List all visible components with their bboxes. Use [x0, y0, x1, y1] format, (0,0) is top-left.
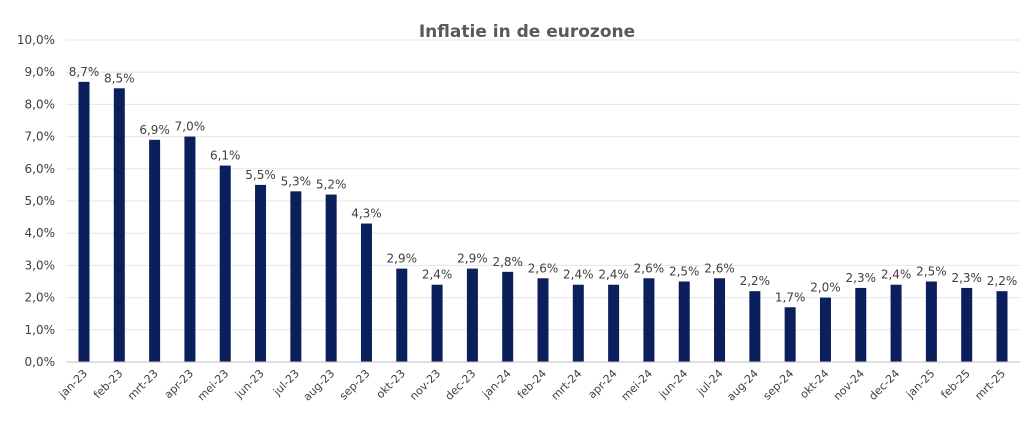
- data-label: 2,3%: [951, 271, 982, 285]
- bar: [466, 268, 478, 362]
- x-tick-label: dec-23: [443, 367, 479, 403]
- x-tick-label: jan-23: [56, 367, 90, 401]
- x-tick-label: aug-24: [724, 367, 761, 404]
- data-label: 2,6%: [704, 261, 735, 275]
- bar: [255, 184, 267, 362]
- bar: [184, 136, 196, 362]
- x-tick-label: jun-24: [656, 367, 691, 402]
- x-tick-label: aug-23: [301, 367, 338, 404]
- y-tick-label: 7,0%: [25, 130, 56, 144]
- data-label: 5,3%: [281, 174, 312, 188]
- data-label: 8,5%: [104, 71, 135, 85]
- data-label: 2,4%: [563, 268, 594, 282]
- data-label: 7,0%: [175, 120, 206, 134]
- bar: [219, 165, 231, 362]
- data-label: 2,4%: [422, 268, 453, 282]
- y-tick-label: 1,0%: [25, 323, 56, 337]
- bar: [396, 268, 408, 362]
- x-tick-label: dec-24: [866, 367, 902, 403]
- data-label: 2,9%: [387, 252, 418, 266]
- y-tick-label: 9,0%: [25, 65, 56, 79]
- x-tick-label: jul-24: [694, 367, 726, 399]
- bar: [149, 139, 161, 362]
- data-label: 2,6%: [528, 261, 559, 275]
- bar: [784, 307, 796, 362]
- bar: [996, 291, 1008, 362]
- x-tick-label: feb-25: [938, 367, 972, 401]
- bar: [290, 191, 302, 362]
- data-label: 2,0%: [810, 281, 841, 295]
- y-tick-label: 6,0%: [25, 162, 56, 176]
- x-tick-label: nov-23: [407, 367, 443, 403]
- data-label: 5,2%: [316, 178, 347, 192]
- data-label: 2,5%: [916, 265, 947, 279]
- data-label: 2,4%: [598, 268, 629, 282]
- x-tick-label: apr-23: [162, 367, 196, 401]
- chart-title: Inflatie in de eurozone: [419, 22, 635, 42]
- x-tick-label: jan-24: [479, 367, 513, 401]
- bar: [325, 194, 337, 362]
- x-tick-label: apr-24: [585, 367, 619, 401]
- y-tick-label: 2,0%: [25, 291, 56, 305]
- bar: [678, 281, 690, 362]
- data-labels: 8,7% 8,5% 6,9% 7,0% 6,1% 5,5% 5,3% 5,2% 4,3% 2,9%…: [69, 65, 1018, 304]
- data-label: 6,1%: [210, 149, 241, 163]
- x-tick-label: nov-24: [831, 367, 867, 403]
- bar: [431, 284, 443, 362]
- bar: [643, 278, 655, 362]
- data-label: 4,3%: [351, 207, 382, 221]
- data-label: 2,8%: [492, 255, 523, 269]
- x-tick-label: okt-23: [374, 367, 408, 401]
- bar: [925, 281, 937, 362]
- y-tick-label: 5,0%: [25, 194, 56, 208]
- x-tick-label: mei-24: [619, 367, 655, 403]
- data-label: 6,9%: [139, 123, 170, 137]
- y-tick-label: 0,0%: [25, 355, 56, 369]
- y-tick-label: 3,0%: [25, 258, 56, 272]
- x-tick-label: mrt-23: [125, 367, 161, 403]
- bar: [608, 284, 620, 362]
- bar: [819, 297, 831, 362]
- bar: [572, 284, 584, 362]
- data-label: 2,5%: [669, 265, 700, 279]
- bar: [113, 88, 125, 363]
- x-tick-label: jan-25: [903, 367, 937, 401]
- x-tick-label: okt-24: [797, 367, 831, 401]
- y-tick-label: 10,0%: [17, 33, 55, 47]
- data-label: 2,6%: [634, 261, 665, 275]
- x-tick-label: jul-23: [270, 367, 302, 399]
- data-label: 2,2%: [987, 274, 1018, 288]
- x-tick-label: feb-24: [515, 367, 549, 401]
- data-label: 5,5%: [245, 168, 276, 182]
- y-tick-label: 4,0%: [25, 226, 56, 240]
- data-label: 2,9%: [457, 252, 488, 266]
- x-tick-label: mrt-24: [549, 367, 585, 403]
- data-label: 2,3%: [846, 271, 877, 285]
- x-tick-label: mrt-25: [972, 367, 1008, 403]
- y-tick-label: 8,0%: [25, 97, 56, 111]
- bar: [502, 271, 514, 362]
- data-label: 8,7%: [69, 65, 100, 79]
- bar: [714, 278, 726, 362]
- x-tick-label: mei-23: [195, 367, 231, 403]
- bar: [78, 81, 90, 363]
- data-label: 2,2%: [740, 274, 771, 288]
- y-axis-ticks: 0,0% 1,0% 2,0% 3,0% 4,0% 5,0% 6,0% 7,0% 8,0% 9,0%…: [17, 33, 55, 369]
- bar: [360, 223, 372, 362]
- x-tick-label: jun-23: [232, 367, 267, 402]
- bar: [890, 284, 902, 362]
- data-label: 2,4%: [881, 268, 912, 282]
- bars: [78, 81, 1008, 363]
- x-tick-label: feb-23: [91, 367, 125, 401]
- bar: [749, 291, 761, 362]
- bar: [537, 278, 549, 362]
- bar: [855, 287, 867, 362]
- x-tick-label: sep-23: [337, 367, 373, 403]
- bar: [961, 287, 973, 362]
- x-tick-label: sep-24: [761, 367, 797, 403]
- data-label: 1,7%: [775, 290, 806, 304]
